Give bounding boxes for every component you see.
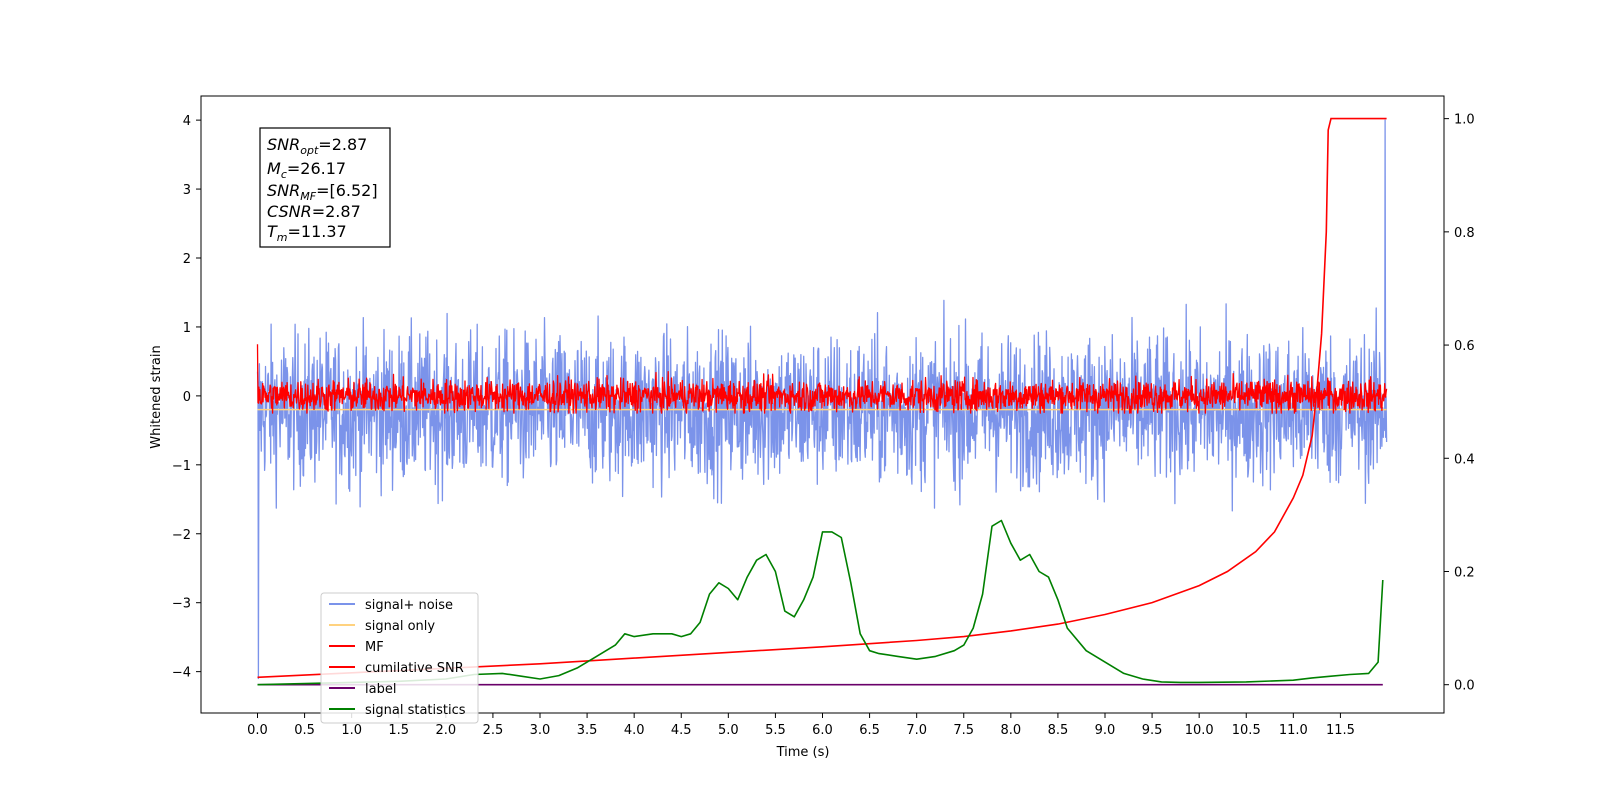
csnr-value: =2.87 — [312, 202, 361, 221]
x-tick-label: 2.5 — [483, 723, 504, 738]
x-tick-label: 7.0 — [906, 723, 927, 738]
x-tick-label: 8.5 — [1048, 723, 1069, 738]
mc-value: =26.17 — [287, 159, 346, 178]
mc-subscript: c — [281, 168, 287, 181]
mc-annotation: Mc=26.17 — [267, 159, 346, 181]
x-tick-label: 8.0 — [1000, 723, 1021, 738]
legend-label-signal-only: signal only — [365, 619, 435, 634]
x-tick-label: 0.0 — [247, 723, 268, 738]
csnr-symbol: CSNR — [267, 202, 312, 221]
legend: signal+ noise signal only MF cumilative … — [320, 592, 479, 724]
y-tick-label: 1 — [183, 321, 191, 336]
snr-opt-subscript: opt — [300, 144, 319, 157]
y-tick-label: −1 — [172, 459, 191, 474]
y-tick-label: −3 — [172, 597, 191, 612]
tm-value: =11.37 — [288, 222, 347, 241]
legend-frame — [320, 592, 479, 724]
annotation-border — [259, 127, 391, 248]
csnr-annotation: CSNR=2.87 — [267, 202, 361, 221]
x-axis-title: Time (s) — [776, 745, 830, 760]
y-right-tick-label: 0.6 — [1454, 339, 1475, 354]
x-tick-label: 1.0 — [341, 723, 362, 738]
y-tick-label: 4 — [183, 114, 191, 129]
legend-label-label: label — [365, 682, 396, 697]
legend-label-mf: MF — [365, 640, 384, 655]
snr-mf-symbol: SNR — [267, 181, 300, 200]
y-axis-title: Whitened strain — [149, 345, 164, 448]
x-tick-label: 10.5 — [1232, 723, 1261, 738]
tm-annotation: Tm=11.37 — [267, 222, 347, 244]
snr-opt-value: =2.87 — [318, 135, 367, 154]
x-tick-label: 5.0 — [718, 723, 739, 738]
x-tick-label: 4.5 — [671, 723, 692, 738]
x-tick-label: 0.5 — [294, 723, 315, 738]
ticks-layer: 0.0 0.5 1.0 1.5 2.0 2.5 3.0 3.5 4.0 4.5 5.0 5.5 6.0 6… — [172, 113, 1475, 738]
snr-mf-subscript: MF — [300, 190, 316, 203]
mc-symbol: M — [267, 159, 281, 178]
legend-label-signal-statistics: signal statistics — [365, 703, 466, 718]
x-tick-label: 2.0 — [435, 723, 456, 738]
annotation-box: SNRopt=2.87 Mc=26.17 SNRMF=[6.52] CSNR=2… — [259, 127, 391, 248]
y-tick-label: 0 — [183, 390, 191, 405]
legend-label-cumulative-snr: cumilative SNR — [365, 661, 464, 676]
series-mf — [256, 344, 1388, 414]
tm-symbol: T — [267, 222, 278, 241]
x-tick-label: 11.5 — [1326, 723, 1355, 738]
snr-mf-annotation: SNRMF=[6.52] — [267, 181, 378, 203]
snr-opt-annotation: SNRopt=2.87 — [267, 135, 367, 157]
y-tick-label: −4 — [172, 666, 191, 681]
x-tick-label: 6.5 — [859, 723, 880, 738]
snr-opt-symbol: SNR — [267, 135, 300, 154]
series-signal-statistics — [257, 519, 1384, 686]
x-tick-label: 9.5 — [1142, 723, 1163, 738]
x-tick-label: 5.5 — [765, 723, 786, 738]
x-tick-label: 3.0 — [530, 723, 551, 738]
x-tick-label: 10.0 — [1185, 723, 1214, 738]
tm-subscript: m — [277, 231, 288, 244]
y-tick-label: 2 — [183, 252, 191, 267]
x-tick-label: 9.0 — [1095, 723, 1116, 738]
legend-label-signal-noise: signal+ noise — [365, 598, 453, 613]
y-right-tick-label: 1.0 — [1454, 113, 1475, 128]
series-cumulative-snr — [257, 117, 1387, 679]
y-tick-label: 3 — [183, 183, 191, 198]
x-tick-label: 6.0 — [812, 723, 833, 738]
x-tick-label: 11.0 — [1279, 723, 1308, 738]
y-right-tick-label: 0.0 — [1454, 679, 1475, 694]
y-right-tick-label: 0.8 — [1454, 226, 1475, 241]
x-tick-label: 4.0 — [624, 723, 645, 738]
x-tick-label: 7.5 — [953, 723, 974, 738]
x-tick-label: 1.5 — [388, 723, 409, 738]
y-right-tick-label: 0.4 — [1454, 452, 1475, 467]
x-tick-label: 3.5 — [577, 723, 598, 738]
snr-mf-value: =[6.52] — [316, 181, 378, 200]
y-right-tick-label: 0.2 — [1454, 565, 1475, 580]
y-tick-label: −2 — [172, 528, 191, 543]
